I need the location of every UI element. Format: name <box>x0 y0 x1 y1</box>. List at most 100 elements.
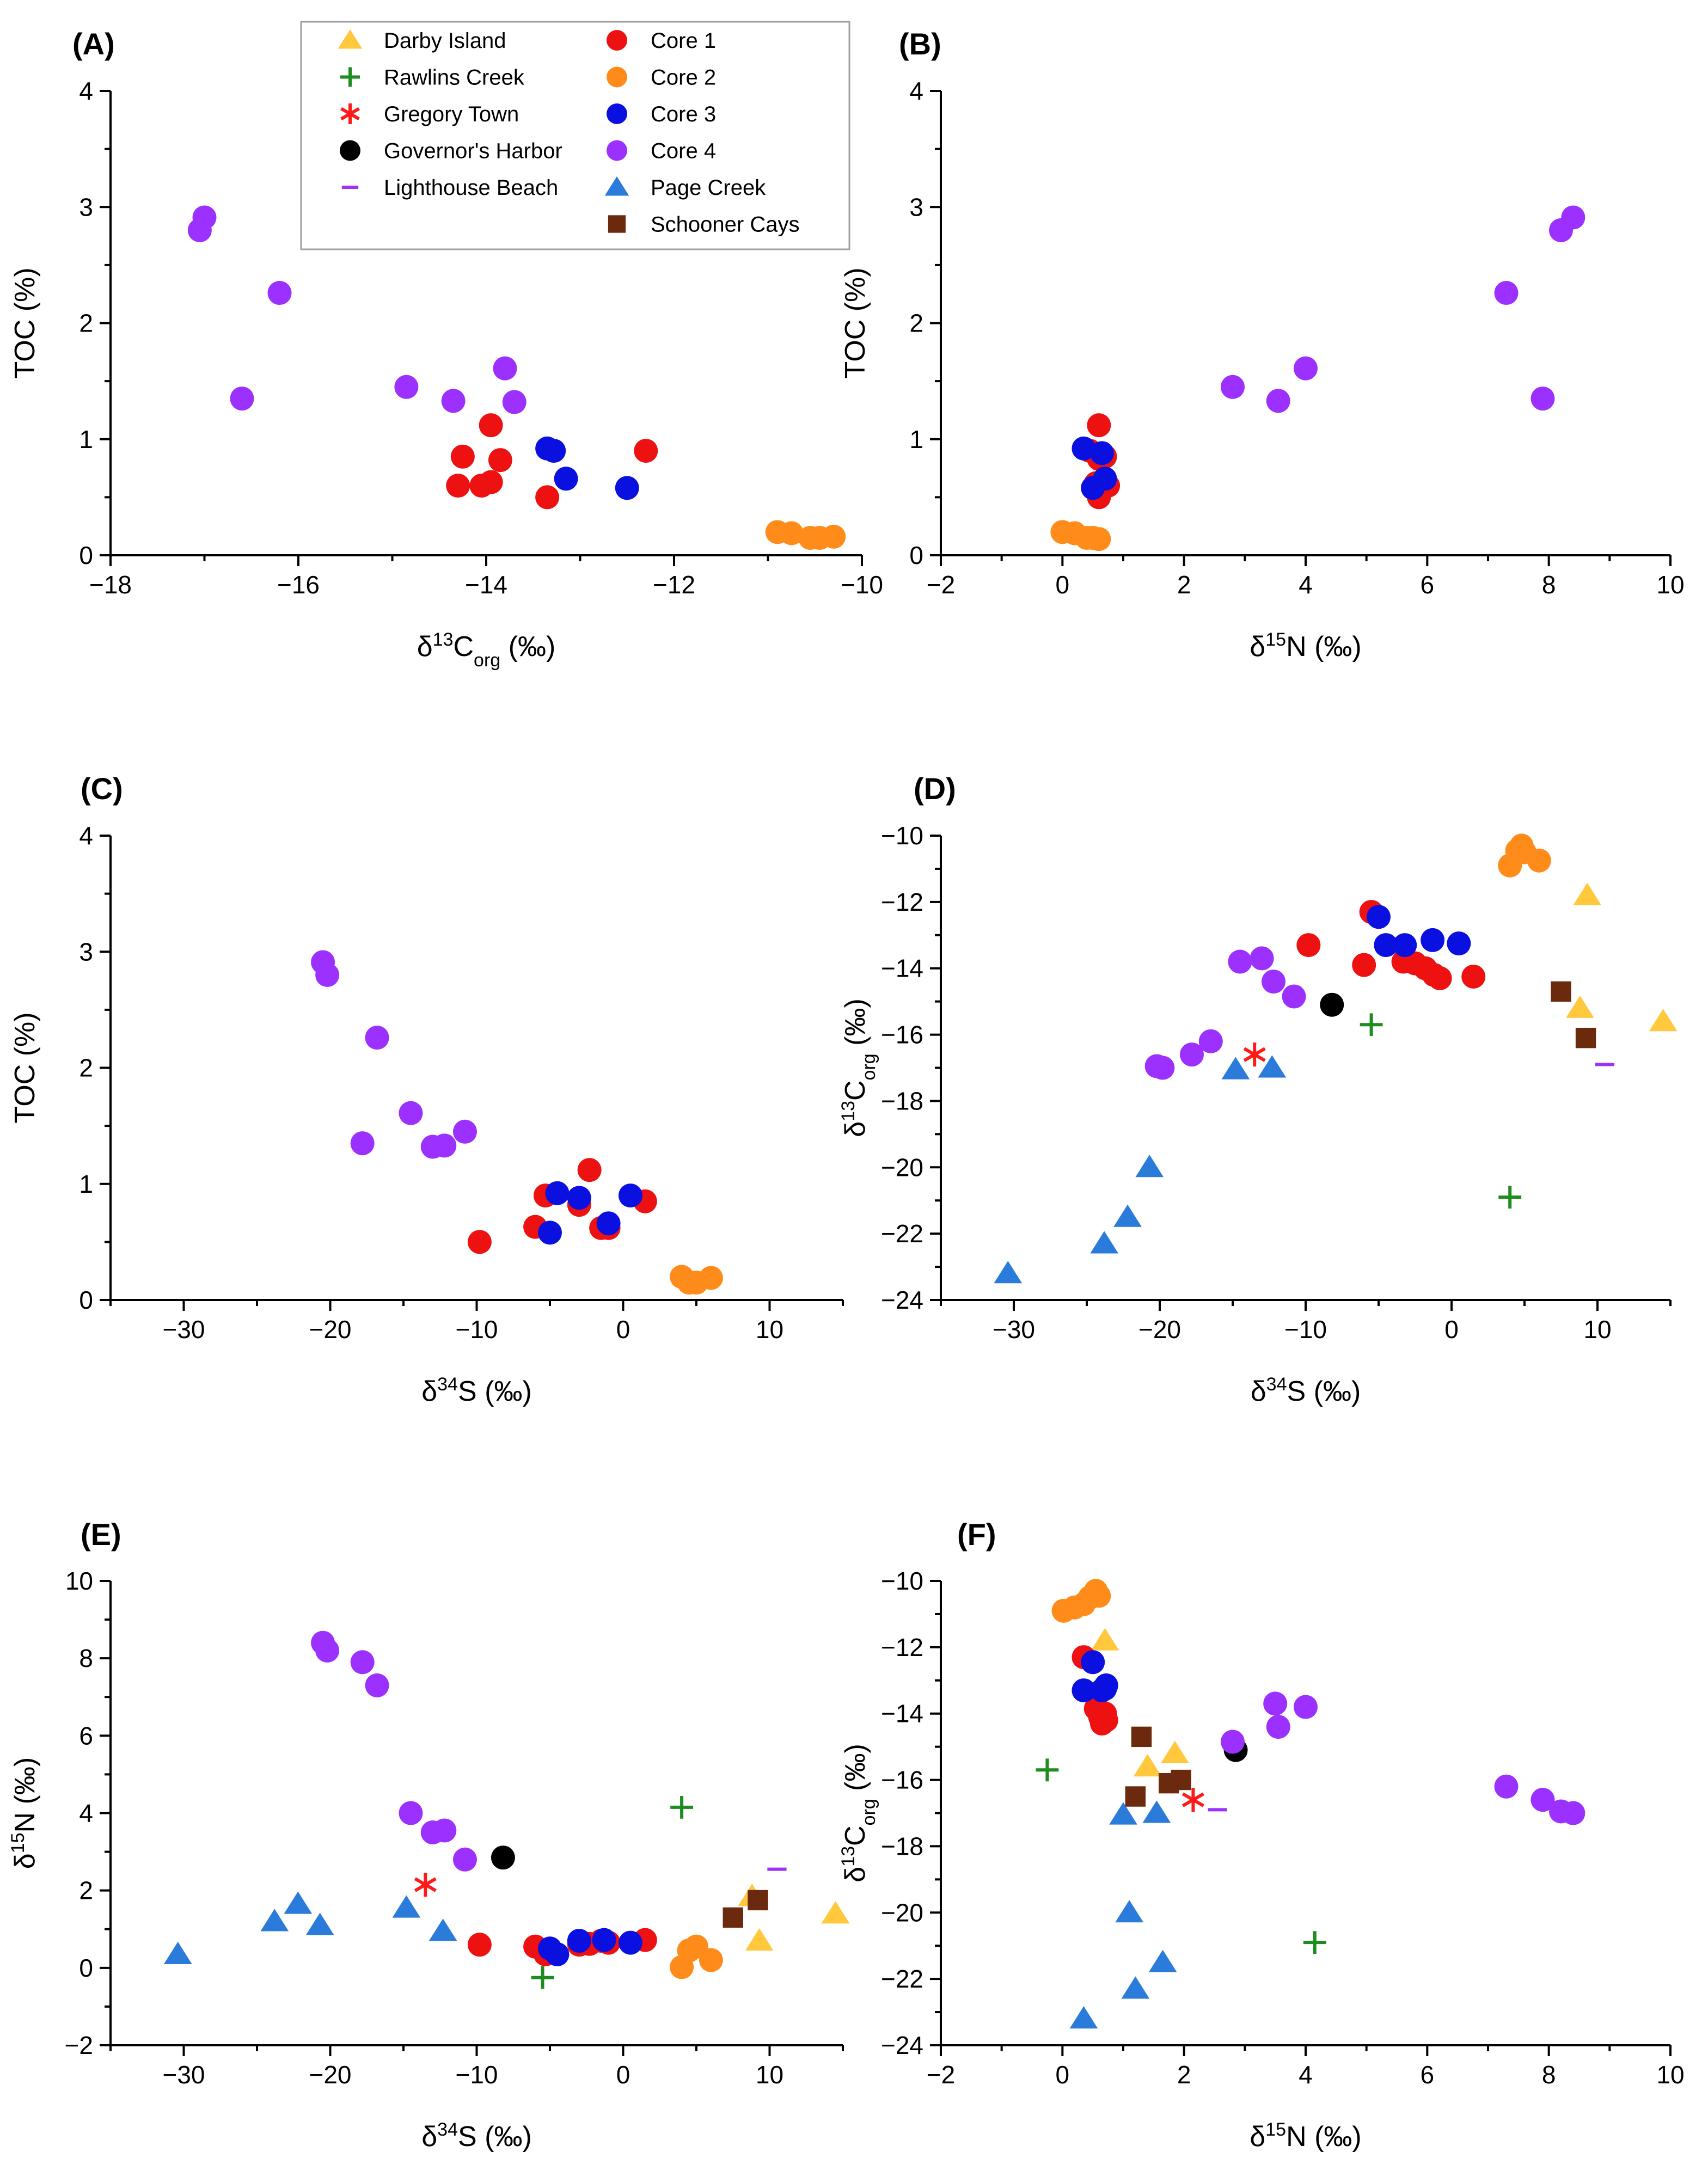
data-point-core-4 <box>1266 389 1290 413</box>
x-tick-label: 10 <box>1656 2061 1684 2089</box>
data-point-governor-s-harbor <box>491 1845 515 1870</box>
x-tick-label: −30 <box>162 2061 205 2089</box>
series-core-2 <box>765 520 846 550</box>
series-core-4 <box>1221 1691 1585 1825</box>
data-point-core-3 <box>567 1929 591 1953</box>
x-tick-label: −30 <box>993 1315 1035 1344</box>
data-point-core-1 <box>479 470 503 494</box>
data-point-schooner-cays <box>1171 1769 1191 1790</box>
x-tick-label: 8 <box>1542 571 1556 599</box>
data-point-core-3 <box>1089 1678 1114 1703</box>
panel-label: (A) <box>72 27 115 61</box>
x-tick-label: 0 <box>1056 571 1070 599</box>
data-point-core-4 <box>187 218 212 242</box>
series-core-3 <box>538 1181 642 1245</box>
y-tick-label: −12 <box>881 888 923 916</box>
x-tick-label: −10 <box>1284 1315 1327 1344</box>
y-tick-label: 0 <box>79 1286 93 1314</box>
data-point-rawlins-creek <box>1036 1758 1059 1782</box>
data-point-core-4 <box>1262 970 1286 994</box>
data-point-core-4 <box>399 1101 423 1125</box>
series-core-2 <box>1050 520 1111 551</box>
legend-entry-core-2: Core 2 <box>607 66 716 90</box>
data-point-page-creek <box>1258 1055 1287 1078</box>
data-point-core-4 <box>452 1119 477 1144</box>
series-core-4 <box>187 205 527 414</box>
y-tick-label: −18 <box>881 1832 923 1860</box>
data-point-darby-island <box>1573 882 1602 905</box>
y-axis-label: TOC (%) <box>9 1012 41 1123</box>
legend-entry-lighthouse-beach: Lighthouse Beach <box>341 176 558 200</box>
data-point-core-4 <box>1198 1029 1223 1053</box>
x-tick-label: 0 <box>616 2061 630 2089</box>
y-tick-label: −22 <box>881 1219 923 1248</box>
data-point-core-3 <box>618 1930 642 1955</box>
data-point-core-3 <box>1447 931 1471 956</box>
data-point-core-3 <box>592 1928 616 1952</box>
legend-label: Lighthouse Beach <box>384 176 558 200</box>
data-point-core-4 <box>1294 1695 1318 1719</box>
legend-box <box>300 21 850 250</box>
series-core-4 <box>311 1630 477 1872</box>
data-point-core-3 <box>542 439 566 463</box>
legend-label: Gregory Town <box>384 102 519 126</box>
data-point-governor-s-harbor <box>1320 992 1344 1017</box>
series-rawlins-creek <box>1360 1013 1522 1209</box>
series-gregory-town <box>1181 1788 1204 1812</box>
data-point-core-1 <box>450 444 475 469</box>
data-point-core-2 <box>1087 1584 1111 1608</box>
data-point-page-creek <box>1113 1204 1142 1227</box>
y-tick-label: −20 <box>881 1153 923 1181</box>
data-point-core-1 <box>535 485 560 510</box>
series-page-creek <box>163 1891 457 1964</box>
data-point-core-4 <box>441 389 466 413</box>
y-tick-label: 2 <box>79 1876 93 1905</box>
data-point-gregory-town <box>1181 1788 1204 1812</box>
data-point-core-1 <box>479 413 503 438</box>
x-tick-label: 10 <box>1656 571 1684 599</box>
data-point-core-4 <box>1282 984 1306 1009</box>
y-axis-label: δ15N (‰) <box>8 1757 41 1869</box>
chart-panel-c: (C) −30 −20 −10 0 10 0 1 2 3 4 δ34S (‰) TOC (%) <box>9 771 844 1407</box>
data-point-core-4 <box>432 1818 457 1843</box>
legend-marker-page-creek <box>604 176 629 196</box>
data-point-darby-island <box>745 1928 774 1951</box>
data-point-rawlins-creek <box>1498 1186 1522 1209</box>
x-tick-label: 4 <box>1299 2061 1313 2089</box>
y-tick-label: 2 <box>79 1054 93 1082</box>
data-point-core-3 <box>596 1211 621 1236</box>
legend-entry-core-3: Core 3 <box>607 102 716 126</box>
y-tick-label: −14 <box>881 954 923 983</box>
data-point-core-1 <box>467 1933 492 1957</box>
panel-label: (F) <box>957 1517 996 1552</box>
y-axis-label: δ13Corg (‰) <box>838 1744 879 1882</box>
legend-marker-core-2 <box>607 66 627 88</box>
data-point-page-creek <box>1069 2006 1098 2029</box>
legend: Darby Island Rawlins Creek Gregory Town Gov… <box>300 21 850 250</box>
x-tick-label: −16 <box>277 571 320 599</box>
legend-marker-core-4 <box>607 140 627 161</box>
data-point-core-3 <box>1367 905 1391 929</box>
x-tick-label: −2 <box>927 571 955 599</box>
data-point-core-4 <box>1531 387 1555 411</box>
data-point-core-1 <box>634 439 658 463</box>
y-tick-label: 3 <box>909 193 923 221</box>
x-tick-label: 0 <box>1056 2061 1070 2089</box>
series-gregory-town <box>414 1873 437 1897</box>
series-page-creek <box>994 1055 1287 1284</box>
data-point-core-4 <box>1228 949 1252 974</box>
data-point-core-2 <box>699 1266 723 1290</box>
data-point-core-2 <box>1087 527 1111 551</box>
y-tick-label: −18 <box>881 1087 923 1115</box>
series-core-1 <box>1296 900 1486 990</box>
legend-entry-governor-s-harbor: Governor's Harbor <box>340 139 562 163</box>
data-point-core-4 <box>365 1026 389 1050</box>
data-point-page-creek <box>1142 1800 1171 1823</box>
legend-entry-schooner-cays: Schooner Cays <box>608 213 799 237</box>
x-tick-label: −30 <box>162 1315 205 1344</box>
data-point-page-creek <box>392 1895 421 1918</box>
data-point-core-3 <box>1374 933 1398 958</box>
data-point-page-creek <box>1221 1057 1250 1080</box>
series-darby-island <box>1091 1628 1189 1777</box>
y-tick-label: −24 <box>881 2031 923 2059</box>
